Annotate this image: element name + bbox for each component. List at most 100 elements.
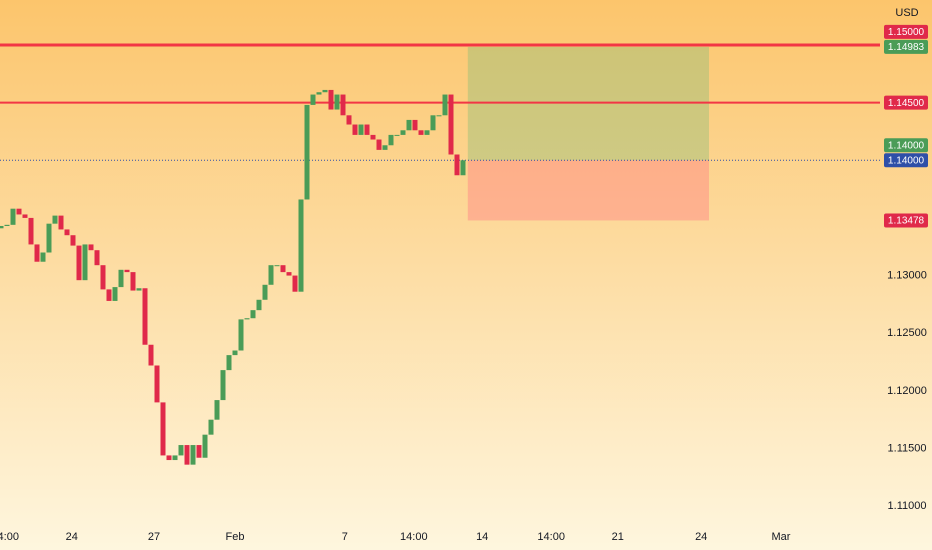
candle: [382, 145, 388, 150]
candle: [16, 208, 22, 215]
y-tick-label: 1.13000: [887, 269, 927, 281]
candle: [118, 269, 124, 288]
candle: [298, 199, 304, 292]
price-label: 1.14500: [888, 98, 925, 109]
x-tick-label: Feb: [226, 531, 245, 543]
candle: [94, 250, 100, 266]
candle: [124, 269, 130, 273]
price-label: 1.15000: [888, 27, 925, 38]
candle: [0, 225, 4, 229]
candle: [184, 445, 190, 465]
candle: [22, 214, 28, 218]
candle: [388, 134, 394, 146]
candle: [292, 275, 298, 292]
x-tick-label: Mar: [772, 531, 791, 543]
x-tick-label: 27: [148, 531, 160, 543]
candle: [346, 115, 352, 125]
price-label-box: [884, 24, 928, 39]
candle: [238, 319, 244, 351]
candle: [10, 208, 16, 225]
candle: [220, 370, 226, 401]
candle: [142, 288, 148, 345]
candle: [370, 134, 376, 140]
candle: [172, 455, 178, 461]
candle: [196, 445, 202, 458]
candle: [82, 244, 88, 281]
candle: [106, 289, 112, 301]
candle: [412, 119, 418, 131]
candle: [46, 223, 52, 253]
y-tick-label: 1.12500: [887, 327, 927, 339]
x-tick-label: 14:00: [0, 531, 19, 543]
x-tick-label: 14:00: [400, 531, 428, 543]
candle: [58, 215, 64, 230]
x-tick-label: 14:00: [537, 531, 565, 543]
candle: [436, 115, 442, 117]
candle: [394, 134, 400, 136]
candle: [364, 124, 370, 135]
candle: [4, 224, 10, 226]
price-label-box: [884, 39, 928, 54]
candle: [286, 272, 292, 276]
candle: [190, 445, 196, 465]
x-tick-label: 14: [476, 531, 488, 543]
candle: [226, 355, 232, 371]
candle: [430, 115, 436, 131]
candle: [310, 94, 316, 105]
candle: [400, 130, 406, 135]
x-tick-label: 24: [66, 531, 78, 543]
candle: [214, 400, 220, 420]
candle: [418, 130, 424, 135]
candle: [304, 104, 310, 200]
candle: [28, 217, 34, 245]
price-label: 1.14000: [888, 155, 925, 166]
candle: [178, 445, 184, 456]
candle: [322, 89, 328, 93]
candle: [376, 139, 382, 150]
candle: [250, 310, 256, 319]
candle: [352, 124, 358, 135]
candle: [166, 455, 172, 461]
currency: USD: [895, 7, 918, 19]
candle: [454, 154, 460, 176]
candle: [280, 265, 286, 273]
candle: [40, 252, 46, 262]
candle: [448, 94, 454, 155]
candle: [100, 265, 106, 290]
candle: [334, 94, 340, 110]
y-tick-label: 1.12000: [887, 385, 927, 397]
y-tick-label: 1.11500: [888, 442, 927, 454]
candle: [358, 124, 364, 135]
candle: [64, 229, 70, 236]
candle: [160, 402, 166, 456]
price-label: 1.14983: [888, 42, 925, 53]
candle: [76, 245, 82, 281]
candle: [268, 265, 274, 285]
candle: [154, 365, 160, 403]
candle: [202, 434, 208, 458]
candle: [460, 160, 466, 176]
price-label: 1.14000: [888, 140, 925, 151]
candle: [274, 265, 280, 267]
price-label-box: [884, 95, 928, 110]
candle: [262, 284, 268, 300]
candle: [424, 130, 430, 135]
candle: [52, 215, 58, 224]
candle: [70, 235, 76, 246]
candle: [442, 94, 448, 116]
price-label: 1.13478: [888, 216, 925, 227]
candle: [256, 299, 262, 311]
candle: [130, 272, 136, 291]
x-tick-label: 7: [342, 531, 348, 543]
x-tick-label: 21: [612, 531, 624, 543]
candle: [232, 350, 238, 356]
candle: [340, 94, 346, 116]
candle: [136, 288, 142, 291]
candle: [244, 318, 250, 320]
price-label-box: [884, 153, 928, 168]
price-label-box: [884, 213, 928, 228]
candle: [208, 419, 214, 435]
